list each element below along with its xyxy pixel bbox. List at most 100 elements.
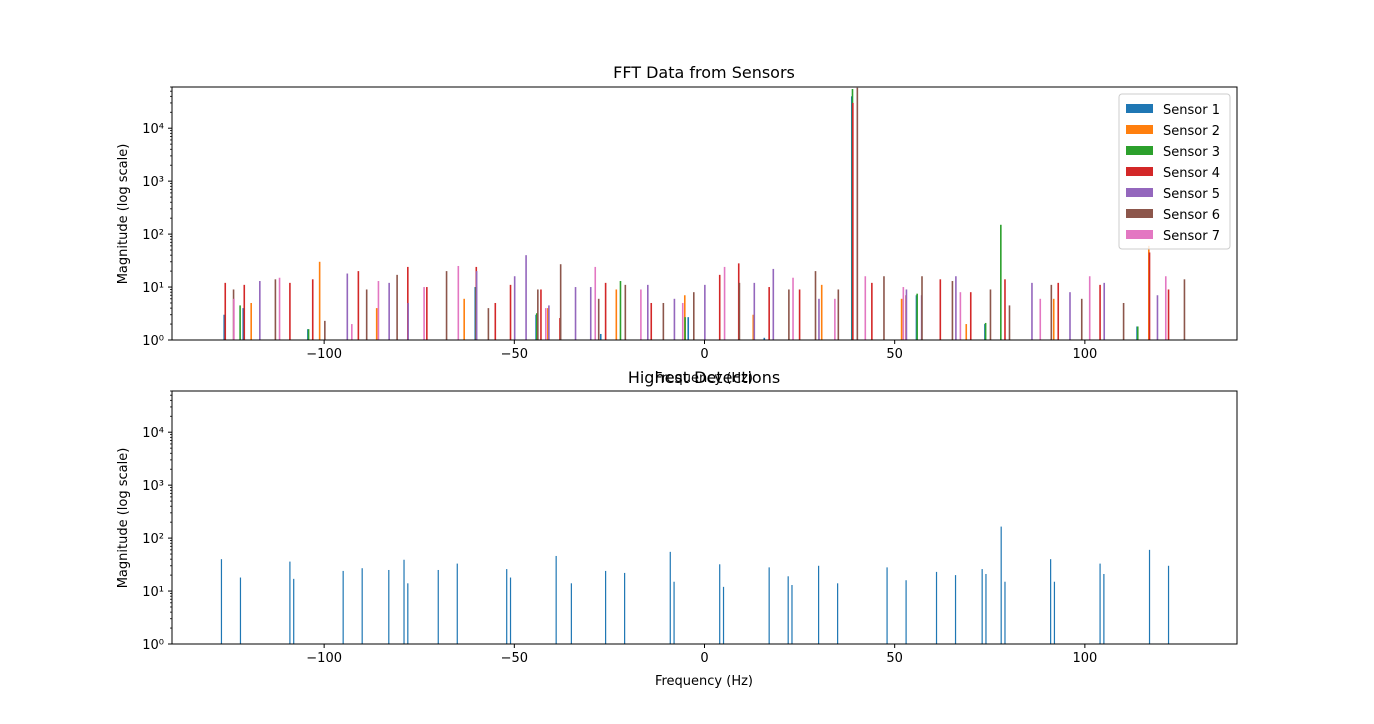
bar [324, 320, 326, 340]
bar [559, 264, 562, 340]
bar [681, 302, 684, 340]
legend-label: Sensor 5 [1163, 187, 1220, 202]
y-tick-label: 10⁰ [142, 334, 164, 349]
bar [361, 568, 363, 644]
bar [224, 282, 227, 340]
bar [1031, 282, 1033, 340]
y-tick-label: 10⁴ [142, 426, 164, 441]
bar [837, 583, 839, 644]
bar [981, 569, 983, 644]
bar [753, 282, 756, 340]
bar [570, 583, 572, 644]
bar [886, 567, 888, 644]
bar [604, 282, 607, 340]
bar [525, 255, 527, 340]
bar [955, 276, 957, 340]
bar [1053, 581, 1056, 644]
legend-swatch [1126, 167, 1153, 176]
bar [289, 561, 291, 644]
bar [763, 337, 766, 340]
x-axis-label: Frequency (Hz) [655, 674, 753, 689]
bar [346, 273, 349, 340]
bar [951, 281, 954, 340]
legend-label: Sensor 1 [1163, 103, 1220, 118]
bar [1103, 573, 1105, 644]
bar [905, 580, 907, 644]
bar [959, 292, 962, 340]
bar [540, 289, 542, 340]
chart-title: Highest Detections [628, 368, 780, 387]
bar [647, 284, 649, 340]
bar [619, 281, 622, 340]
legend-swatch [1126, 104, 1153, 113]
x-tick-label: 50 [886, 347, 903, 362]
y-tick-label: 10⁴ [142, 122, 164, 137]
bar [820, 284, 823, 340]
bar [1167, 289, 1170, 340]
y-tick-label: 10³ [142, 175, 164, 190]
bar [307, 329, 310, 340]
bar [357, 271, 360, 340]
bar [223, 314, 225, 340]
bar [487, 308, 490, 340]
bar [233, 298, 235, 340]
bar [274, 279, 277, 340]
bar [723, 266, 726, 340]
bar [463, 298, 465, 340]
bar [342, 570, 344, 644]
x-tick-label: −50 [501, 347, 528, 362]
bar [239, 577, 242, 644]
bar [1088, 276, 1091, 340]
y-tick-label: 10² [142, 532, 164, 547]
legend-swatch [1126, 125, 1153, 134]
bar [792, 277, 794, 340]
bar [624, 284, 627, 340]
bar [599, 333, 602, 340]
bar [311, 279, 314, 340]
bar [837, 289, 840, 340]
bar [669, 551, 671, 644]
bar [791, 585, 793, 644]
bar [772, 268, 775, 340]
bar [278, 277, 281, 340]
bar [589, 287, 592, 340]
bar [722, 586, 725, 644]
bar [375, 308, 378, 340]
bar [692, 292, 695, 340]
legend-swatch [1126, 209, 1153, 218]
bar [1069, 292, 1071, 340]
bar [545, 308, 547, 340]
bar [1004, 581, 1006, 644]
x-axis-label: Frequency (Hz) [655, 371, 753, 386]
x-tick-label: 50 [886, 651, 903, 666]
bar [509, 577, 512, 644]
bar [1099, 284, 1101, 340]
bar [535, 313, 538, 340]
bar [719, 564, 721, 644]
bar [1136, 326, 1139, 340]
bar [864, 276, 867, 340]
bar [1052, 298, 1055, 340]
legend-label: Sensor 4 [1163, 166, 1220, 181]
bar [900, 298, 903, 340]
bar [1057, 282, 1060, 340]
bar [673, 581, 675, 644]
bar [856, 87, 859, 340]
bar [798, 289, 801, 340]
bar [935, 571, 938, 644]
bar [969, 292, 972, 340]
bar [852, 102, 854, 340]
bar [834, 298, 836, 340]
bar [687, 317, 690, 340]
legend: Sensor 1 Sensor 2 Sensor 3 Sensor 4 Sensor 5… [1118, 93, 1231, 250]
bar [916, 293, 918, 340]
x-tick-label: 100 [1072, 347, 1097, 362]
bar [1122, 302, 1125, 340]
bar [509, 284, 512, 340]
bar [475, 271, 478, 340]
bar [905, 289, 908, 340]
chart-title: FFT Data from Sensors [613, 63, 795, 82]
bar [494, 302, 497, 340]
bar [1039, 298, 1042, 340]
